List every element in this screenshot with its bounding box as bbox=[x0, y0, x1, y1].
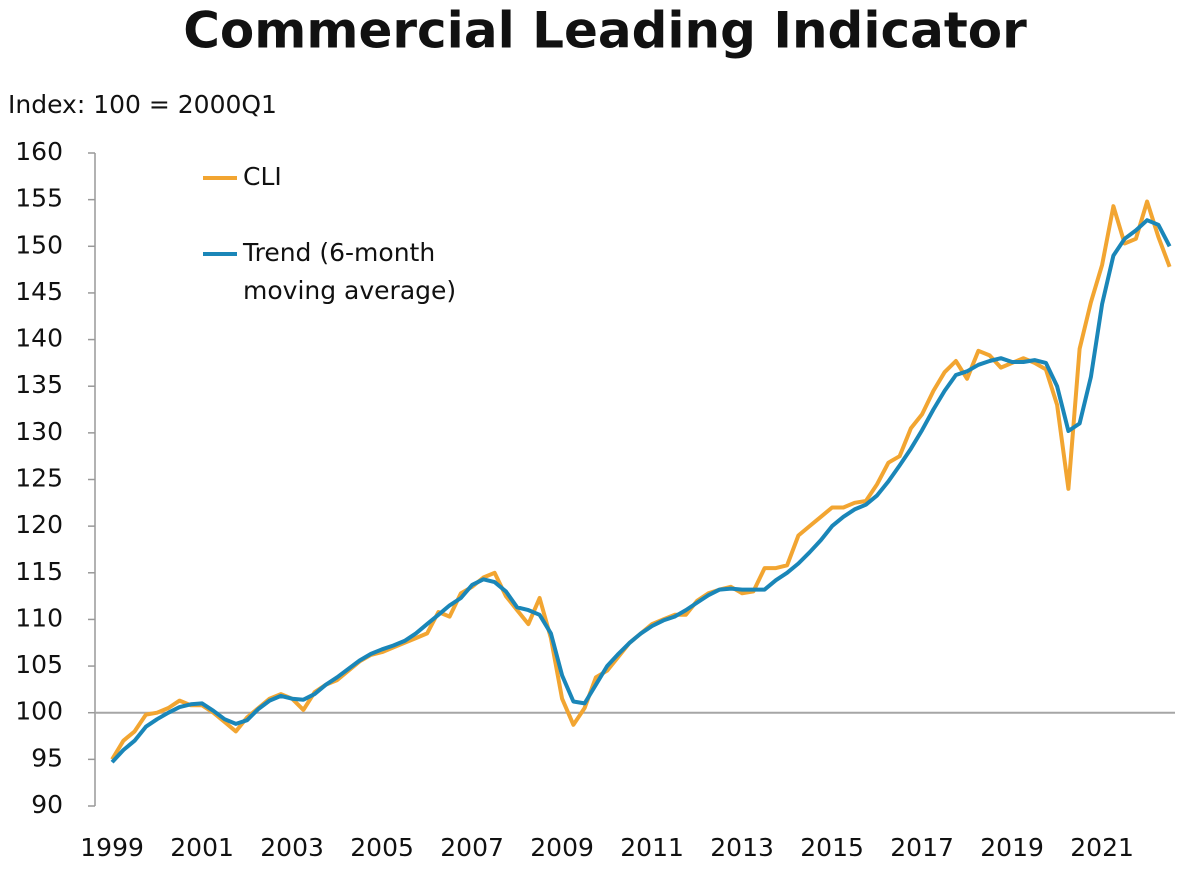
chart-title: Commercial Leading Indicator bbox=[183, 2, 1027, 60]
x-tick-label: 2001 bbox=[170, 833, 234, 862]
y-tick-label: 125 bbox=[15, 464, 63, 493]
y-tick-label: 95 bbox=[31, 743, 63, 772]
x-tick-label: 2019 bbox=[980, 833, 1044, 862]
legend-swatch bbox=[203, 176, 237, 180]
y-tick-label: 100 bbox=[15, 697, 63, 726]
x-tick-label: 2017 bbox=[890, 833, 954, 862]
x-tick-label: 2013 bbox=[710, 833, 774, 862]
y-tick-label: 115 bbox=[15, 557, 63, 586]
x-tick-label: 2005 bbox=[350, 833, 414, 862]
x-tick-label: 2015 bbox=[800, 833, 864, 862]
x-tick-label: 2003 bbox=[260, 833, 324, 862]
y-tick-label: 120 bbox=[15, 510, 63, 539]
x-tick-label: 2011 bbox=[620, 833, 684, 862]
y-tick-label: 150 bbox=[15, 230, 63, 259]
y-tick-label: 140 bbox=[15, 324, 63, 353]
legend: CLI Trend (6-month moving average) bbox=[200, 158, 473, 324]
y-tick-label: 155 bbox=[15, 184, 63, 213]
legend-label: CLI bbox=[243, 162, 282, 191]
y-tick-label: 135 bbox=[15, 370, 63, 399]
y-tick-label: 90 bbox=[31, 790, 63, 819]
y-axis-label: Index: 100 = 2000Q1 bbox=[8, 90, 277, 119]
legend-swatch bbox=[203, 252, 237, 256]
line-series bbox=[110, 218, 1172, 764]
x-tick-label: 2007 bbox=[440, 833, 504, 862]
legend-item: Trend (6-month moving average) bbox=[200, 234, 473, 310]
y-tick-label: 130 bbox=[15, 417, 63, 446]
legend-item: CLI bbox=[200, 158, 473, 196]
y-tick-label: 110 bbox=[15, 603, 63, 632]
y-tick-label: 160 bbox=[15, 137, 63, 166]
x-tick-label: 2021 bbox=[1070, 833, 1134, 862]
y-tick-label: 105 bbox=[15, 650, 63, 679]
y-tick-label: 145 bbox=[15, 277, 63, 306]
legend-label: Trend (6-month moving average) bbox=[243, 238, 457, 305]
x-tick-label: 1999 bbox=[80, 833, 144, 862]
x-tick-label: 2009 bbox=[530, 833, 594, 862]
